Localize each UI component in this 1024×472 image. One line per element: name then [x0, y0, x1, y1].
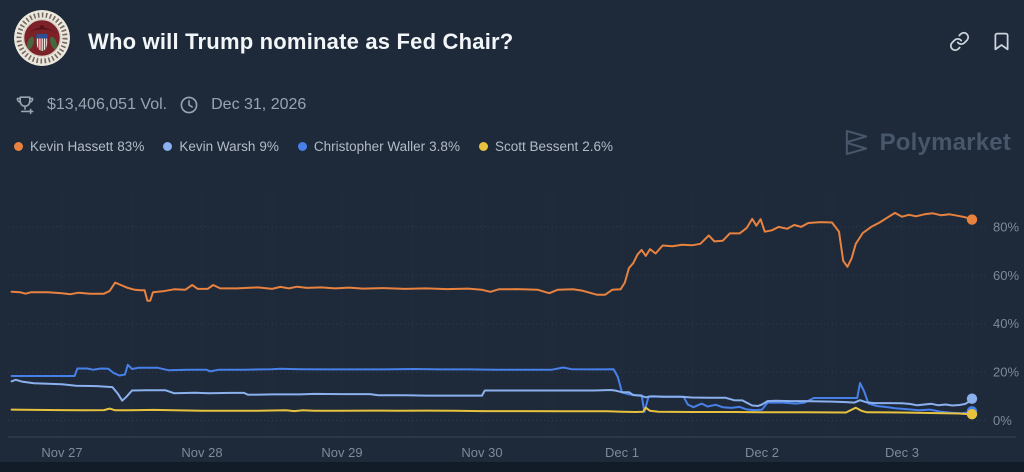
legend-item-scott-bessent[interactable]: Scott Bessent 2.6% [478, 139, 614, 154]
series-line-kevin-hassett [10, 211, 973, 302]
legend-dot-christopher-waller [297, 142, 307, 151]
legend-item-kevin-hassett[interactable]: Kevin Hassett 83% [14, 139, 144, 154]
x-axis-label: Nov 30 [461, 445, 502, 460]
legend-label: Scott Bessent 2.6% [494, 139, 614, 154]
polymarket-watermark: Polymarket [842, 128, 1011, 157]
polymarket-logo-icon [845, 129, 867, 156]
x-axis-label: Nov 27 [41, 445, 82, 460]
y-axis-label: 40% [993, 316, 1019, 331]
volume-text: $13,406,051 Vol. [47, 96, 168, 113]
series-line-christopher-waller [10, 363, 973, 415]
chart-legend: Kevin Hassett 83% Kevin Warsh 9% Christoph… [14, 139, 613, 154]
y-axis-label: 20% [993, 365, 1019, 380]
legend-item-kevin-warsh[interactable]: Kevin Warsh 9% [163, 139, 279, 154]
stats-row: $13,406,051 Vol. Dec 31, 2026 [14, 94, 306, 116]
legend-dot-kevin-warsh [163, 142, 173, 151]
polymarket-logo-text: Polymarket [879, 128, 1011, 156]
x-axis-label: Dec 2 [745, 445, 779, 460]
legend-label: Christopher Waller 3.8% [313, 139, 460, 154]
y-axis-label: 60% [993, 268, 1019, 283]
series-line-kevin-warsh [10, 378, 973, 407]
x-axis-label: Dec 3 [885, 445, 919, 460]
y-axis-label: 0% [993, 413, 1012, 428]
end-dot-scott-bessent [966, 409, 978, 420]
bookmark-icon[interactable] [991, 31, 1012, 52]
link-icon[interactable] [949, 31, 970, 52]
clock-icon [180, 96, 198, 114]
federal-reserve-seal-icon [14, 10, 70, 66]
legend-dot-kevin-hassett [14, 142, 23, 151]
legend-label: Kevin Hassett 83% [30, 139, 145, 154]
legend-item-christopher-waller[interactable]: Christopher Waller 3.8% [297, 139, 460, 154]
y-axis-label: 80% [993, 219, 1019, 234]
event-avatar-federal-reserve-seal[interactable] [14, 10, 70, 66]
x-axis-label: Nov 28 [181, 445, 222, 460]
x-axis-label: Dec 1 [605, 445, 639, 460]
market-title: Who will Trump nominate as Fed Chair? [88, 29, 514, 54]
bottom-divider [0, 462, 1024, 472]
legend-label: Kevin Warsh 9% [179, 139, 279, 154]
x-axis-label: Nov 29 [321, 445, 362, 460]
end-dot-kevin-hassett [966, 214, 978, 225]
header-actions [949, 31, 1012, 52]
series-line-scott-bessent [10, 406, 973, 416]
end-date-text: Dec 31, 2026 [211, 96, 307, 113]
trophy-icon [16, 96, 34, 115]
end-dot-kevin-warsh [966, 393, 978, 404]
legend-dot-scott-bessent [478, 142, 488, 151]
